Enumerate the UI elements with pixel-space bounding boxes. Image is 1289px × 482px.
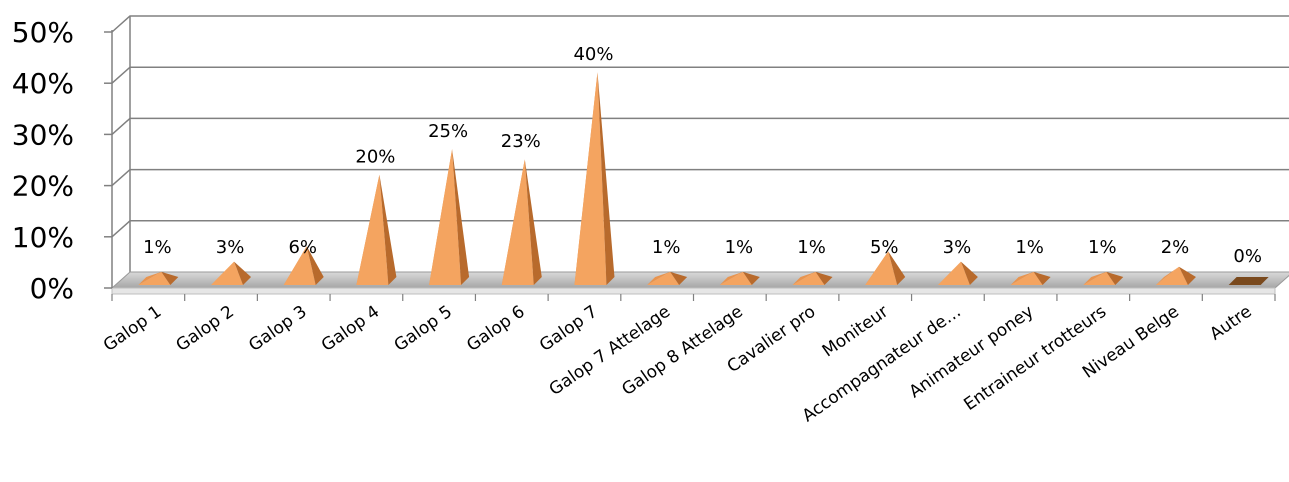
pyramid-face [1083,271,1116,285]
pyramid-face [792,271,825,285]
pyramid-face [306,246,324,285]
data-label: 1% [652,237,681,258]
pyramid-face [1033,271,1051,285]
pyramid-bar [283,246,324,285]
category-label: Galop 4 [318,302,383,356]
category-labels: Galop 1 Galop 2 Galop 3 Galop 4 Galop 5 Galop… [100,302,1256,427]
pyramid-face [211,261,244,285]
pyramid-face [574,72,607,285]
x-axis [111,294,1276,301]
category-label: Autre [1206,302,1255,345]
pyramid-face [524,159,542,285]
data-label: 0% [1233,246,1262,267]
gridline [111,15,1289,33]
pyramid-face [501,159,534,285]
pyramid-face [138,271,171,285]
data-label: 1% [725,237,754,258]
pyramid-face [1178,266,1196,285]
pyramid-bar [574,72,615,285]
gridline [111,220,1289,238]
data-label: 1% [1088,237,1117,258]
pyramid-bar [356,174,397,285]
pyramid-bar [501,159,542,285]
data-label: 1% [1015,237,1044,258]
category-label: Galop 5 [391,302,456,356]
pyramid-bar [865,251,906,285]
data-label: 20% [355,147,395,168]
floor-front [111,287,1276,295]
y-tick-label: 30% [12,118,74,151]
data-label: 1% [797,237,826,258]
data-label: 3% [216,237,245,258]
pyramid-face [937,261,970,285]
pyramid-face [1010,271,1043,285]
pyramid-face [597,72,615,285]
pyramid-bar [429,149,470,285]
pyramid-bar [211,261,252,285]
pyramid-face [865,251,898,285]
category-label: Galop 7 [536,302,601,356]
gridline [111,66,1289,84]
y-axis: 0% 10% 20% 30% 40% 50% [12,16,113,305]
category-label: Galop 8 Attelage [618,302,746,400]
data-label: 2% [1161,237,1190,258]
pyramid-bar [719,271,760,285]
pyramid-face [429,149,462,285]
pyramid-face [161,271,179,285]
pyramid-face [815,271,833,285]
y-tick-label: 40% [12,67,74,100]
pyramid-face [719,271,752,285]
data-label: 6% [288,237,317,258]
data-labels: 1% 3% 6% 20% 25% 23% 40% 1% 1% 1% 5% 3% 1% 1% 2% 0% [143,44,1262,267]
pyramid-bar [1155,266,1196,285]
pyramid-face [356,174,389,285]
pyramid-bar [138,271,179,285]
category-label: Galop 6 [463,302,528,356]
category-label: Galop 7 Attelage [546,302,674,400]
y-tick-label: 10% [12,221,74,254]
pyramid-bar [792,271,833,285]
category-label: Galop 1 [100,302,165,356]
gridline [111,168,1289,187]
y-tick-label: 0% [30,272,74,305]
y-tick-label: 50% [12,16,74,49]
pyramid-face [742,271,760,285]
pyramid-bar [937,261,978,285]
bars [138,72,1269,285]
pyramid-face [283,246,316,285]
pyramid-bar [1083,271,1124,285]
category-label: Galop 2 [173,302,238,356]
pyramid-face [647,271,680,285]
data-label: 3% [943,237,972,258]
data-label: 25% [428,121,468,142]
pyramid-face [379,174,397,285]
pyramid-bar [1228,277,1269,285]
pyramid-face [670,271,688,285]
category-label: Galop 3 [245,302,310,356]
category-label: Animateur poney [906,302,1038,403]
y-tick-label: 20% [12,170,74,203]
pyramid-bar [647,271,688,285]
pyramid-face [234,261,252,285]
pyramid-face [960,261,978,285]
pyramid-face [452,149,470,285]
pyramid-bar [1010,271,1051,285]
data-label: 23% [501,131,541,152]
pyramid-face [1106,271,1124,285]
pyramid-face [888,251,906,285]
gridlines [111,15,1289,238]
gridline [111,117,1289,135]
data-label: 1% [143,237,172,258]
data-label: 40% [573,44,613,65]
data-label: 5% [870,237,899,258]
pyramid-face [1155,266,1188,285]
pyramid-face [1228,277,1269,285]
